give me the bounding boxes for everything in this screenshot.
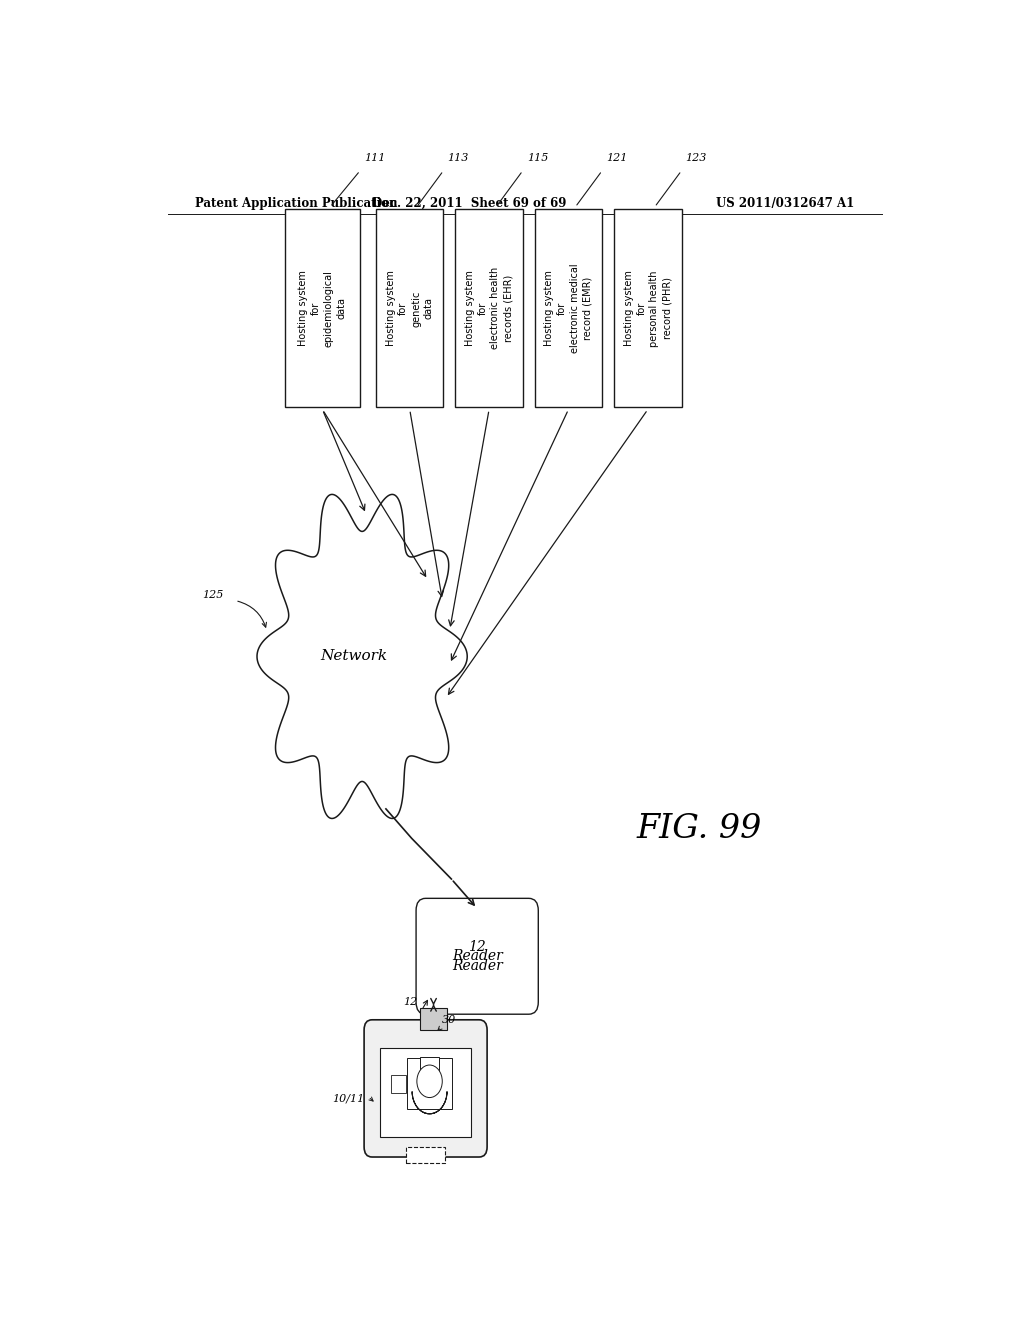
Bar (285, 210, 360, 408)
Text: 115: 115 (526, 153, 548, 164)
Text: Patent Application Publication: Patent Application Publication (196, 197, 398, 210)
Text: 10/11: 10/11 (332, 1093, 365, 1104)
Text: 121: 121 (606, 153, 628, 164)
Text: US 2011/0312647 A1: US 2011/0312647 A1 (716, 197, 854, 210)
Bar (456, 210, 523, 408)
Text: FIG. 99: FIG. 99 (637, 813, 762, 845)
Bar (376, 210, 443, 408)
FancyBboxPatch shape (365, 1020, 487, 1158)
Text: Hosting system
for
epidemiological
data: Hosting system for epidemiological data (298, 269, 347, 347)
Bar (406, 1147, 445, 1163)
Text: 30: 30 (441, 1015, 456, 1024)
Text: Dec. 22, 2011  Sheet 69 of 69: Dec. 22, 2011 Sheet 69 of 69 (372, 197, 566, 210)
Polygon shape (257, 495, 467, 818)
Text: Hosting system
for
genetic
data: Hosting system for genetic data (385, 271, 434, 346)
Bar (420, 1057, 439, 1073)
Circle shape (417, 1065, 442, 1097)
Text: 12
Reader: 12 Reader (452, 940, 503, 973)
FancyBboxPatch shape (380, 1048, 471, 1137)
Text: 113: 113 (447, 153, 469, 164)
Bar (391, 1076, 406, 1093)
Bar (614, 210, 682, 408)
Wedge shape (412, 1092, 447, 1114)
Text: 125: 125 (202, 590, 223, 601)
Text: Hosting system
for
personal health
record (PHR): Hosting system for personal health recor… (624, 271, 672, 347)
Text: 12: 12 (403, 997, 418, 1007)
Text: Hosting system
for
electronic medical
record (EMR): Hosting system for electronic medical re… (544, 264, 593, 354)
Bar (535, 210, 602, 408)
Bar (408, 1057, 452, 1109)
Text: Hosting system
for
electronic health
records (EHR): Hosting system for electronic health rec… (465, 267, 513, 350)
Bar (420, 1007, 447, 1030)
Text: 123: 123 (685, 153, 707, 164)
FancyBboxPatch shape (416, 899, 539, 1014)
Text: Reader: Reader (452, 949, 503, 964)
Text: 111: 111 (365, 153, 385, 164)
Text: Network: Network (321, 649, 388, 664)
